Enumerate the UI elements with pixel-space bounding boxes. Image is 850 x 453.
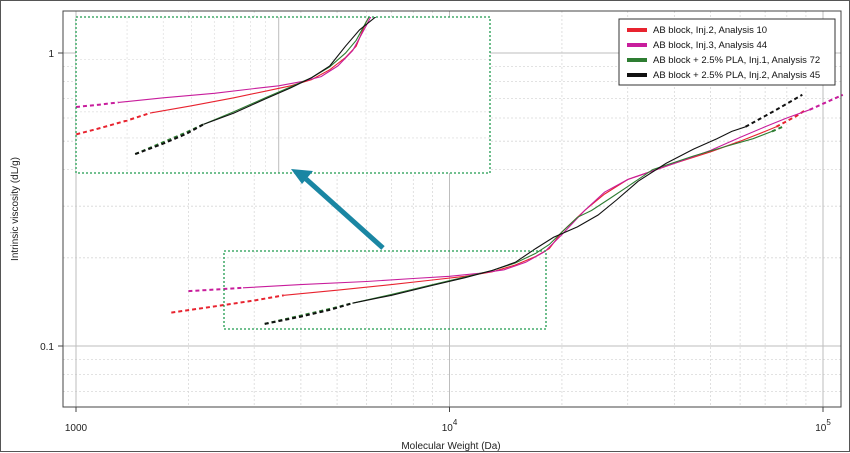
- legend-label: AB block, Inj.3, Analysis 44: [653, 40, 767, 51]
- series-4: [264, 93, 803, 325]
- inset-frame: [75, 16, 491, 174]
- legend-swatch: [627, 73, 647, 77]
- legend-label: AB block + 2.5% PLA, Inj.2, Analysis 45: [653, 70, 820, 81]
- series-2: [188, 93, 844, 293]
- x-tick-label: 104: [442, 418, 458, 434]
- legend-swatch: [627, 28, 647, 32]
- series-solid-line: [352, 130, 773, 304]
- y-axis-ticks: 10.1: [40, 49, 63, 353]
- inset-series: [76, 17, 377, 156]
- inset-panel: [75, 16, 491, 174]
- legend-swatch: [627, 43, 647, 47]
- inset-series-dashed-low-line: [134, 123, 204, 156]
- x-tick-label: 105: [815, 418, 831, 434]
- y-tick-label: 1: [48, 49, 54, 60]
- series-dashed-high-line: [809, 93, 844, 111]
- series-dashed-high-line: [771, 125, 784, 133]
- y-tick-label: 0.1: [40, 342, 54, 353]
- y-axis-label: Intrinsic viscosity (dL/g): [10, 157, 21, 261]
- zoom-arrow-shaft: [304, 177, 385, 250]
- inset-series-solid-line: [203, 17, 370, 125]
- legend-label: AB block + 2.5% PLA, Inj.1, Analysis 72: [653, 55, 820, 66]
- inset-series-solid-line: [118, 17, 372, 103]
- inset-series-solid-line: [203, 17, 377, 125]
- zoom-region-box: [223, 250, 547, 330]
- series-solid-line: [242, 109, 810, 289]
- zoom-arrow: [291, 169, 385, 250]
- series-dashed-low-line: [171, 294, 284, 314]
- inset-series-2: [76, 17, 372, 108]
- x-axis-label: Molecular Weight (Da): [401, 441, 500, 452]
- inset-grid: [76, 17, 490, 173]
- series-dashed-low-line: [188, 286, 244, 293]
- inset-background: [76, 17, 490, 173]
- series-dashed-low-line: [264, 302, 353, 325]
- x-axis-ticks: 1000 104 105: [65, 407, 831, 434]
- inset-series-dashed-low-line: [76, 101, 119, 108]
- plot-frame: [62, 10, 842, 408]
- legend-label: AB block, Inj.2, Analysis 10: [653, 25, 767, 36]
- series-dashed-low-line: [264, 302, 353, 325]
- legend: AB block, Inj.2, Analysis 10 AB block, In…: [618, 18, 836, 86]
- inset-series-dashed-low-line: [76, 112, 151, 136]
- inset-series-4: [134, 17, 377, 156]
- series-dashed-high-line: [745, 93, 803, 128]
- data-series: [171, 93, 844, 325]
- x-tick-label: 1000: [65, 423, 88, 434]
- legend-swatch: [627, 58, 647, 62]
- series-solid-line: [352, 126, 746, 304]
- zoom-arrow-head: [291, 169, 313, 184]
- legend-box: [618, 18, 836, 86]
